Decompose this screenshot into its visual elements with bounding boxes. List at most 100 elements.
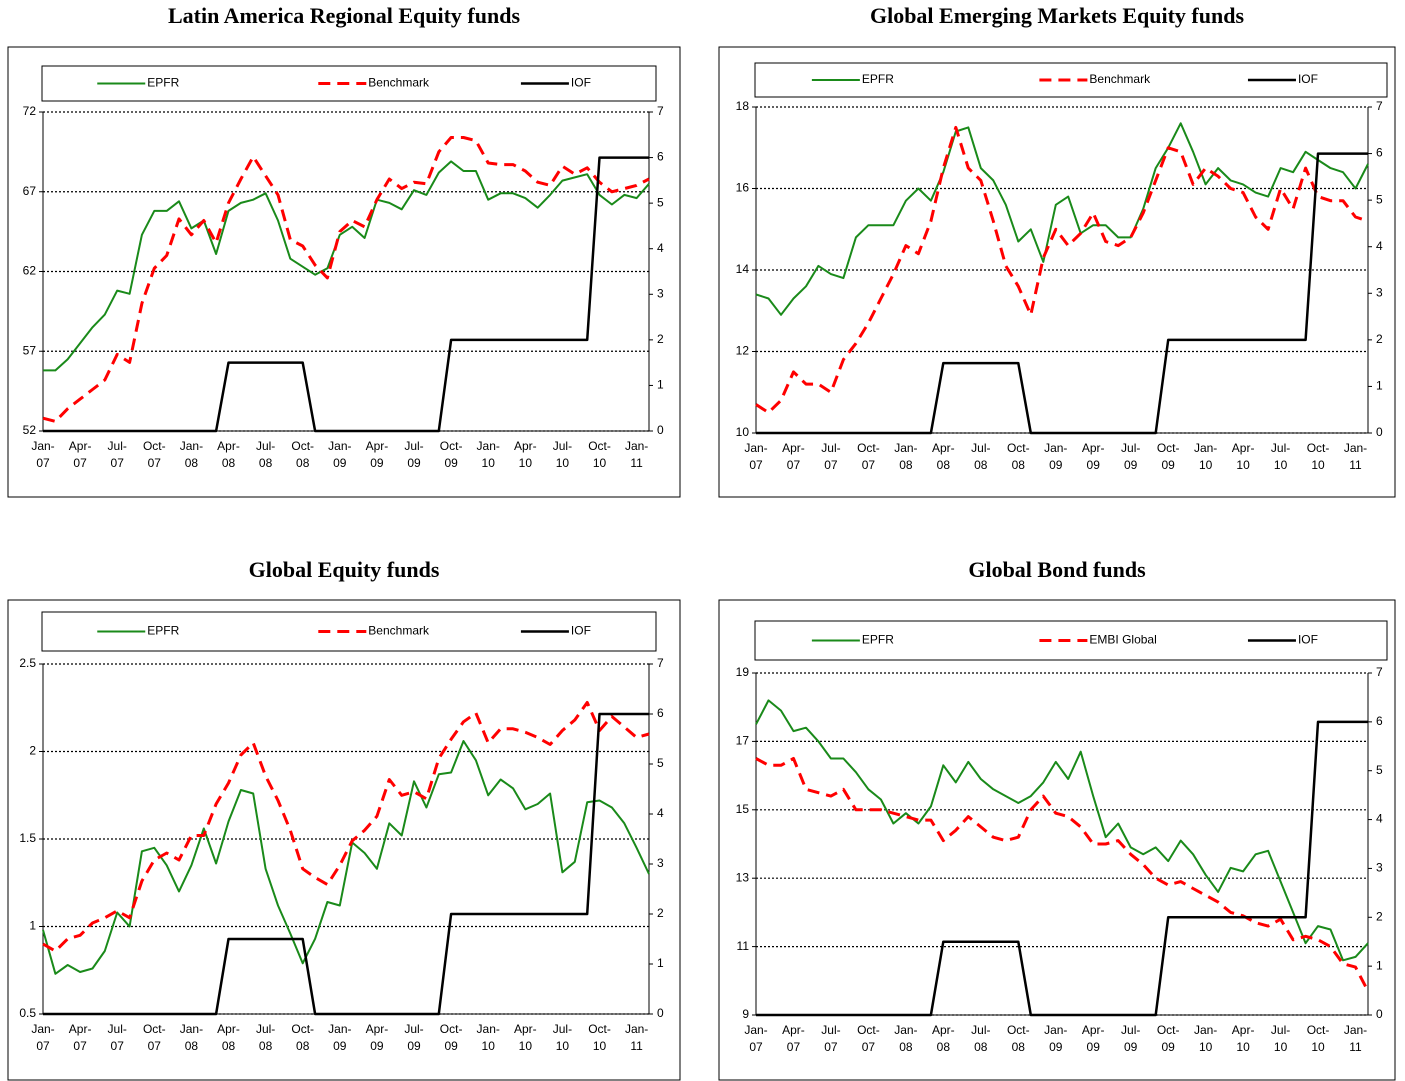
chart-title: Global Emerging Markets Equity funds <box>870 3 1244 28</box>
y-tick-label: 12 <box>736 344 750 358</box>
x-tick-label: Apr-09 <box>1082 441 1105 472</box>
legend-label: EPFR <box>147 76 179 90</box>
panel-frame <box>7 599 681 1081</box>
y2-tick-label: 2 <box>657 332 664 346</box>
y-tick-label: 1.5 <box>19 831 36 845</box>
y2-tick-label: 7 <box>1376 665 1383 679</box>
x-tick-label: Jan-10 <box>1194 441 1217 472</box>
y-tick-label: 62 <box>23 264 37 278</box>
x-tick-label: Jan-09 <box>1044 441 1067 472</box>
x-tick-label: Jan-11 <box>625 1022 648 1053</box>
x-tick-label: Oct-09 <box>440 439 463 470</box>
x-tick-label: Oct-07 <box>143 439 166 470</box>
x-tick-label: Oct-08 <box>291 439 314 470</box>
x-tick-label: Jul-09 <box>1121 441 1140 472</box>
y-tick-label: 1 <box>29 919 36 933</box>
y2-tick-label: 6 <box>657 706 664 720</box>
y-tick-label: 72 <box>23 104 37 118</box>
x-tick-label: Jan-08 <box>180 1022 203 1053</box>
y2-tick-label: 1 <box>1376 958 1383 972</box>
chart-title: Global Bond funds <box>968 557 1146 582</box>
x-tick-label: Jan-11 <box>625 439 648 470</box>
x-tick-label: Jan-08 <box>894 1023 917 1054</box>
legend-label: Benchmark <box>368 76 430 90</box>
series-line <box>755 122 1369 316</box>
x-tick-label: Oct-10 <box>1307 1023 1330 1054</box>
x-tick-label: Oct-10 <box>1307 441 1330 472</box>
x-tick-label: Jul-09 <box>404 439 423 470</box>
y-tick-label: 19 <box>736 665 750 679</box>
y-tick-label: 11 <box>737 939 750 953</box>
x-tick-label: Jul-10 <box>1271 441 1290 472</box>
y2-tick-label: 3 <box>657 286 664 300</box>
x-tick-label: Oct-07 <box>143 1022 166 1053</box>
x-tick-label: Jan-07 <box>744 441 767 472</box>
y-tick-label: 57 <box>23 343 37 357</box>
x-tick-label: Apr-08 <box>932 1023 955 1054</box>
y2-tick-label: 1 <box>1376 379 1383 393</box>
x-tick-label: Apr-09 <box>366 439 389 470</box>
y2-tick-label: 4 <box>657 241 664 255</box>
x-tick-label: Oct-10 <box>588 439 611 470</box>
y2-tick-label: 3 <box>657 856 664 870</box>
series-line <box>42 701 650 953</box>
x-tick-label: Apr-08 <box>932 441 955 472</box>
y2-tick-label: 2 <box>657 906 664 920</box>
x-tick-label: Jan-10 <box>1194 1023 1217 1054</box>
y2-tick-label: 4 <box>657 806 664 820</box>
x-tick-label: Oct-09 <box>1157 1023 1180 1054</box>
series-line <box>42 740 650 975</box>
y2-tick-label: 0 <box>1376 1007 1383 1021</box>
x-tick-label: Jan-07 <box>744 1023 767 1054</box>
legend-label: IOF <box>1298 72 1318 86</box>
y2-tick-label: 6 <box>657 150 664 164</box>
x-tick-label: Jul-10 <box>553 439 572 470</box>
x-tick-label: Jul-08 <box>256 1022 275 1053</box>
y-tick-label: 16 <box>736 181 750 195</box>
y-tick-label: 10 <box>736 425 750 439</box>
x-tick-label: Oct-07 <box>857 441 880 472</box>
y2-tick-label: 2 <box>1376 909 1383 923</box>
y2-tick-label: 5 <box>657 195 664 209</box>
x-tick-label: Oct-08 <box>1007 441 1030 472</box>
legend-label: Benchmark <box>368 624 430 638</box>
y-tick-label: 2.5 <box>19 656 36 670</box>
x-tick-label: Jul-08 <box>971 441 990 472</box>
series-line <box>755 699 1369 962</box>
y2-tick-label: 2 <box>1376 332 1383 346</box>
x-tick-label: Jan-09 <box>1044 1023 1067 1054</box>
x-tick-label: Oct-08 <box>1007 1023 1030 1054</box>
series-line <box>756 152 1368 435</box>
panel-frame <box>718 599 1396 1081</box>
y-tick-label: 13 <box>736 870 750 884</box>
x-tick-label: Apr-10 <box>1232 1023 1255 1054</box>
chart-title: Latin America Regional Equity funds <box>168 3 520 28</box>
x-tick-label: Oct-09 <box>440 1022 463 1053</box>
y-tick-label: 14 <box>736 262 750 276</box>
y2-tick-label: 4 <box>1376 812 1383 826</box>
x-tick-label: Jan-10 <box>477 439 500 470</box>
chart-title: Global Equity funds <box>249 557 440 582</box>
x-tick-label: Jan-10 <box>477 1022 500 1053</box>
x-tick-label: Jan-08 <box>180 439 203 470</box>
x-tick-label: Oct-07 <box>857 1023 880 1054</box>
y-tick-label: 2 <box>29 744 36 758</box>
y2-tick-label: 1 <box>657 378 664 392</box>
x-tick-label: Apr-10 <box>1232 441 1255 472</box>
x-tick-label: Apr-09 <box>1082 1023 1105 1054</box>
legend-label: IOF <box>1298 633 1318 647</box>
legend-label: Benchmark <box>1089 72 1151 86</box>
y2-tick-label: 4 <box>1376 239 1383 253</box>
x-tick-label: Jul-07 <box>821 1023 840 1054</box>
y2-tick-label: 0 <box>657 423 664 437</box>
legend-label: EPFR <box>147 624 179 638</box>
x-tick-label: Jul-07 <box>108 439 127 470</box>
x-tick-label: Apr-09 <box>366 1022 389 1053</box>
x-tick-label: Apr-08 <box>217 439 240 470</box>
panel-frame <box>718 46 1396 498</box>
x-tick-label: Jan-09 <box>328 439 351 470</box>
y2-tick-label: 6 <box>1376 146 1383 160</box>
legend-label: EPFR <box>862 633 894 647</box>
x-tick-label: Apr-07 <box>782 1023 805 1054</box>
x-tick-label: Jan-08 <box>894 441 917 472</box>
